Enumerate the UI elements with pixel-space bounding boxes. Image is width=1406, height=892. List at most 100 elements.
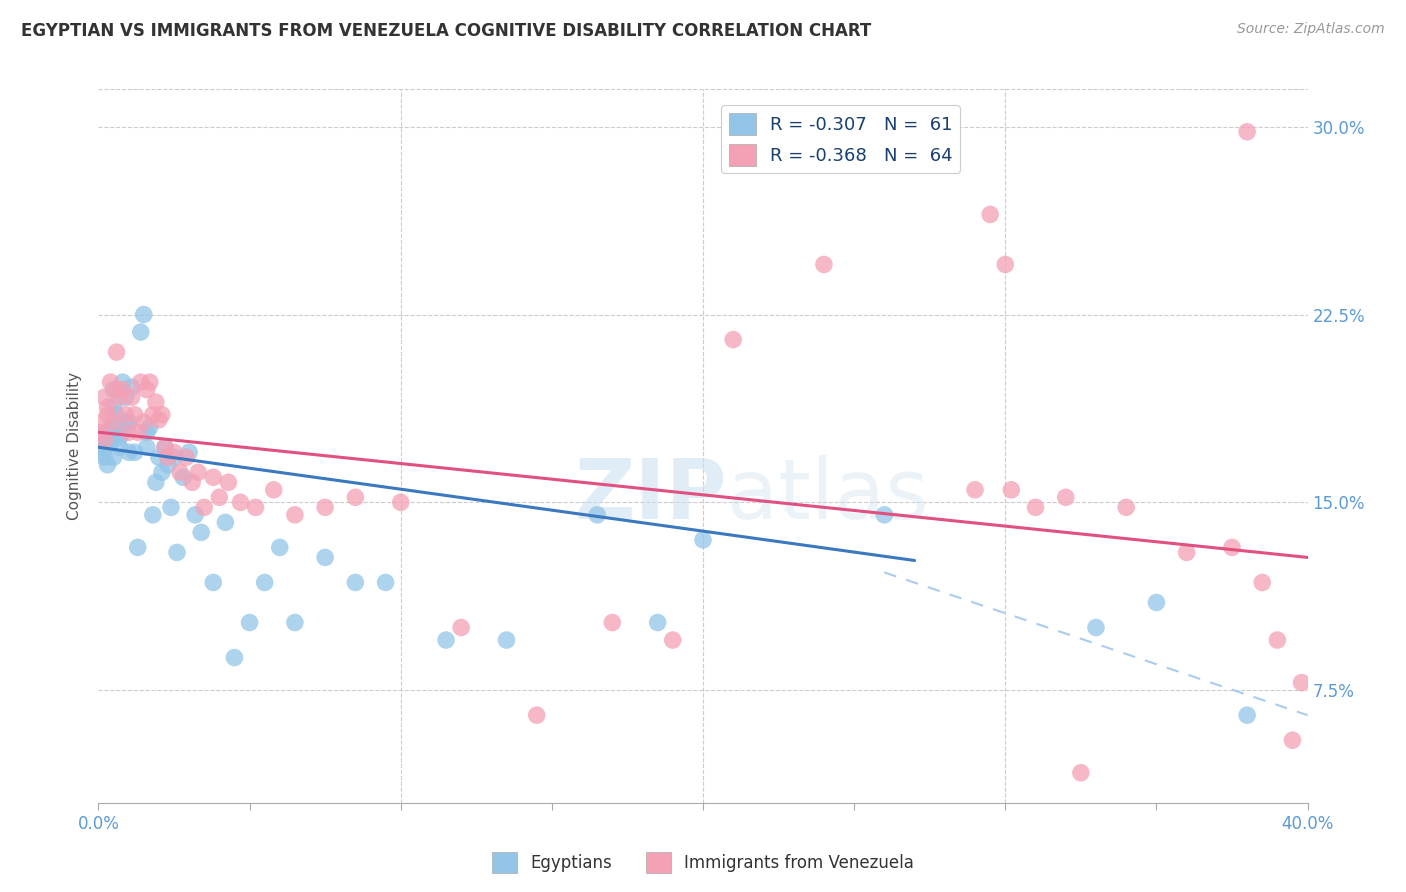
Point bbox=[114, 415, 136, 429]
Point bbox=[269, 541, 291, 555]
Point bbox=[103, 383, 125, 397]
Point bbox=[344, 575, 367, 590]
Point bbox=[1251, 575, 1274, 590]
Point bbox=[174, 450, 197, 465]
Point bbox=[139, 375, 162, 389]
Point bbox=[1291, 675, 1313, 690]
Point bbox=[1000, 483, 1022, 497]
Point bbox=[150, 408, 173, 422]
Point bbox=[344, 491, 367, 505]
Point bbox=[965, 483, 987, 497]
Point bbox=[873, 508, 896, 522]
Point bbox=[118, 445, 141, 459]
Point bbox=[93, 450, 115, 465]
Point bbox=[111, 383, 134, 397]
Point bbox=[114, 390, 136, 404]
Point bbox=[127, 541, 149, 555]
Point bbox=[145, 475, 167, 490]
Point bbox=[1175, 545, 1198, 559]
Point bbox=[148, 450, 170, 465]
Point bbox=[93, 433, 115, 447]
Point bbox=[172, 470, 194, 484]
Point bbox=[692, 533, 714, 547]
Point bbox=[1070, 765, 1092, 780]
Point bbox=[253, 575, 276, 590]
Point bbox=[156, 458, 179, 472]
Point bbox=[90, 433, 112, 447]
Point bbox=[1220, 541, 1243, 555]
Point bbox=[132, 308, 155, 322]
Point bbox=[105, 345, 128, 359]
Point bbox=[127, 425, 149, 440]
Point bbox=[142, 408, 165, 422]
Point bbox=[100, 435, 122, 450]
Point bbox=[105, 383, 128, 397]
Point bbox=[96, 425, 118, 440]
Point bbox=[994, 257, 1017, 271]
Point bbox=[93, 440, 115, 454]
Point bbox=[96, 458, 118, 472]
Point bbox=[374, 575, 396, 590]
Point bbox=[450, 621, 472, 635]
Point bbox=[284, 508, 307, 522]
Point bbox=[135, 383, 157, 397]
Point bbox=[263, 483, 285, 497]
Point bbox=[139, 420, 162, 434]
Point bbox=[163, 445, 186, 459]
Point bbox=[723, 333, 745, 347]
Point bbox=[96, 408, 118, 422]
Point bbox=[202, 470, 225, 484]
Point bbox=[153, 440, 176, 454]
Point bbox=[314, 550, 336, 565]
Point bbox=[156, 450, 179, 465]
Legend: Egyptians, Immigrants from Venezuela: Egyptians, Immigrants from Venezuela bbox=[485, 846, 921, 880]
Point bbox=[169, 465, 191, 479]
Point bbox=[108, 430, 131, 444]
Point bbox=[245, 500, 267, 515]
Point bbox=[132, 415, 155, 429]
Point bbox=[1054, 491, 1077, 505]
Point bbox=[129, 375, 152, 389]
Point bbox=[150, 465, 173, 479]
Point bbox=[813, 257, 835, 271]
Point bbox=[1281, 733, 1303, 747]
Point bbox=[105, 420, 128, 434]
Point bbox=[208, 491, 231, 505]
Point bbox=[179, 445, 201, 459]
Point bbox=[124, 408, 146, 422]
Point bbox=[1085, 621, 1108, 635]
Legend: R = -0.307   N =  61, R = -0.368   N =  64: R = -0.307 N = 61, R = -0.368 N = 64 bbox=[721, 105, 960, 173]
Point bbox=[145, 395, 167, 409]
Point bbox=[105, 408, 128, 422]
Point bbox=[495, 633, 517, 648]
Point bbox=[118, 415, 141, 429]
Point bbox=[121, 380, 143, 394]
Text: atlas: atlas bbox=[727, 456, 929, 536]
Point bbox=[96, 400, 118, 414]
Point bbox=[142, 508, 165, 522]
Point bbox=[1115, 500, 1137, 515]
Point bbox=[103, 400, 125, 414]
Point bbox=[103, 415, 125, 429]
Point bbox=[166, 545, 188, 559]
Point bbox=[135, 425, 157, 440]
Point bbox=[163, 450, 186, 465]
Point bbox=[153, 440, 176, 454]
Point bbox=[1024, 500, 1046, 515]
Text: ZIP: ZIP bbox=[575, 456, 727, 536]
Point bbox=[181, 475, 204, 490]
Point bbox=[111, 375, 134, 389]
Point bbox=[389, 495, 412, 509]
Point bbox=[224, 650, 246, 665]
Point bbox=[148, 413, 170, 427]
Point bbox=[217, 475, 239, 490]
Point bbox=[202, 575, 225, 590]
Point bbox=[1236, 708, 1258, 723]
Point bbox=[103, 450, 125, 465]
Point bbox=[100, 375, 122, 389]
Point bbox=[214, 516, 236, 530]
Point bbox=[118, 425, 141, 440]
Point bbox=[229, 495, 252, 509]
Point bbox=[90, 445, 112, 459]
Point bbox=[114, 408, 136, 422]
